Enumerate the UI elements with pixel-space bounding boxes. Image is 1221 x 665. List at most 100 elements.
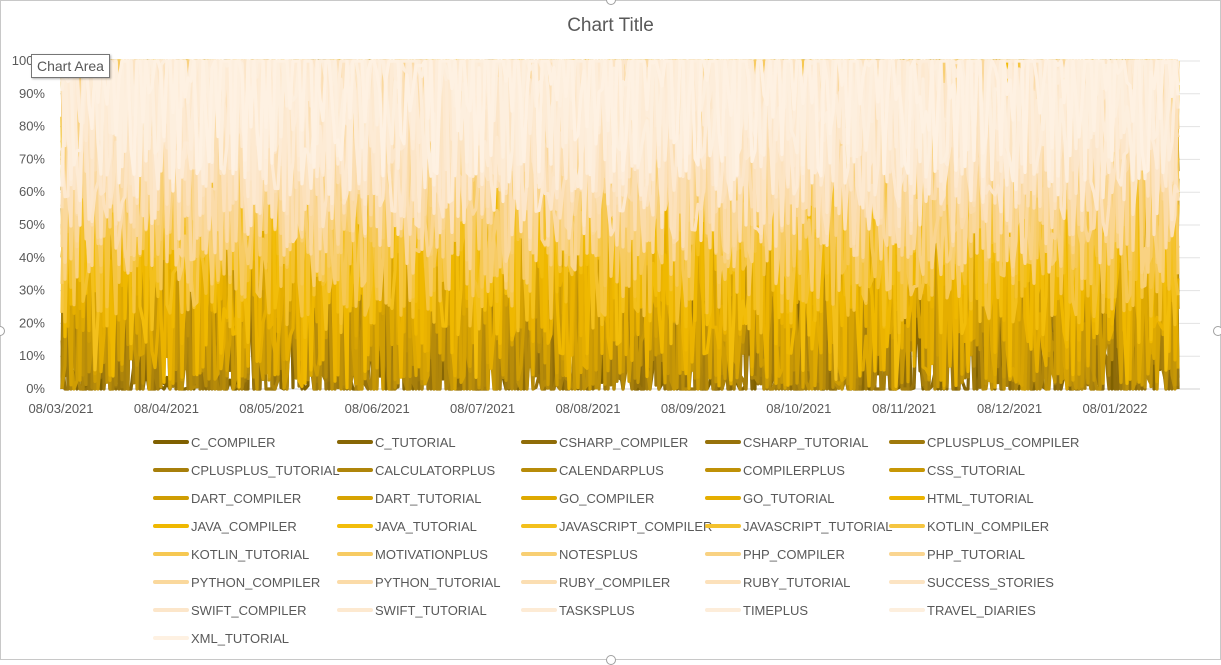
legend-entry[interactable]: DART_TUTORIAL	[337, 489, 481, 507]
x-tick-label: 08/04/2021	[134, 401, 199, 416]
plot-area[interactable]: 0%10%20%30%40%50%60%70%80%90%100% 08/03/…	[0, 0, 1221, 430]
legend-entry[interactable]: SUCCESS_STORIES	[889, 573, 1054, 591]
legend-swatch	[521, 496, 557, 500]
x-tick-label: 08/01/2022	[1082, 401, 1147, 416]
legend-label: SWIFT_COMPILER	[191, 602, 307, 618]
legend-swatch	[521, 552, 557, 556]
legend-entry[interactable]: XML_TUTORIAL	[153, 629, 289, 647]
legend-entry[interactable]: CSS_TUTORIAL	[889, 461, 1025, 479]
legend-label: TIMEPLUS	[743, 602, 809, 618]
legend-entry[interactable]: NOTESPLUS	[521, 545, 638, 563]
legend-swatch	[889, 552, 925, 556]
legend-swatch	[153, 636, 189, 640]
legend-entry[interactable]: TASKSPLUS	[521, 601, 635, 619]
x-tick-label: 08/08/2021	[555, 401, 620, 416]
legend-entry[interactable]: RUBY_COMPILER	[521, 573, 670, 591]
legend-swatch	[521, 468, 557, 472]
legend-entry[interactable]: CALENDARPLUS	[521, 461, 664, 479]
legend-swatch	[153, 468, 189, 472]
x-tick-label: 08/05/2021	[239, 401, 304, 416]
legend-swatch	[889, 440, 925, 444]
legend-entry[interactable]: JAVASCRIPT_TUTORIAL	[705, 517, 893, 535]
x-tick-label: 08/11/2021	[872, 401, 936, 416]
legend-label: PHP_TUTORIAL	[927, 546, 1026, 562]
legend-entry[interactable]: PYTHON_TUTORIAL	[337, 573, 500, 591]
x-tick-label: 08/09/2021	[661, 401, 726, 416]
legend-label: C_TUTORIAL	[375, 434, 456, 450]
legend-entry[interactable]: GO_TUTORIAL	[705, 489, 835, 507]
y-tick-label: 10%	[19, 348, 45, 363]
legend-label: GO_TUTORIAL	[743, 490, 835, 506]
y-tick-label: 70%	[19, 151, 45, 166]
legend-label: JAVA_TUTORIAL	[375, 518, 477, 534]
legend-label: MOTIVATIONPLUS	[375, 546, 488, 562]
legend-entry[interactable]: PHP_COMPILER	[705, 545, 845, 563]
y-tick-label: 20%	[19, 315, 45, 330]
legend-swatch	[153, 580, 189, 584]
legend-swatch	[889, 496, 925, 500]
legend-label: RUBY_TUTORIAL	[743, 574, 851, 590]
legend-entry[interactable]: PYTHON_COMPILER	[153, 573, 320, 591]
legend-entry[interactable]: DART_COMPILER	[153, 489, 301, 507]
legend-label: GO_COMPILER	[559, 490, 655, 506]
legend-entry[interactable]: HTML_TUTORIAL	[889, 489, 1034, 507]
resize-handle-right[interactable]	[1213, 326, 1221, 336]
chart-title[interactable]: Chart Title	[567, 15, 654, 36]
legend-label: NOTESPLUS	[559, 546, 638, 562]
legend-entry[interactable]: JAVASCRIPT_COMPILER	[521, 517, 712, 535]
legend-entry[interactable]: COMPILERPLUS	[705, 461, 845, 479]
legend-swatch	[153, 552, 189, 556]
legend-entry[interactable]: KOTLIN_COMPILER	[889, 517, 1049, 535]
legend-entry[interactable]: MOTIVATIONPLUS	[337, 545, 488, 563]
legend-entry[interactable]: SWIFT_COMPILER	[153, 601, 307, 619]
series-line-xml-tutorial[interactable]	[60, 59, 1180, 178]
legend-swatch	[705, 468, 741, 472]
legend-swatch	[705, 608, 741, 612]
legend-swatch	[521, 440, 557, 444]
legend-label: PHP_COMPILER	[743, 546, 845, 562]
legend-label: KOTLIN_TUTORIAL	[191, 546, 310, 562]
legend-label: C_COMPILER	[191, 434, 276, 450]
y-tick-label: 60%	[19, 184, 45, 199]
legend-entry[interactable]: JAVA_COMPILER	[153, 517, 297, 535]
legend-entry[interactable]: CSHARP_COMPILER	[521, 433, 688, 451]
series-line-java-tutorial[interactable]	[60, 59, 1180, 389]
legend-swatch	[521, 580, 557, 584]
legend-entry[interactable]: JAVA_TUTORIAL	[337, 517, 477, 535]
chart-area-tooltip: Chart Area	[31, 54, 110, 78]
legend-swatch	[705, 524, 741, 528]
legend-label: COMPILERPLUS	[743, 462, 845, 478]
legend-entry[interactable]: C_COMPILER	[153, 433, 276, 451]
legend-swatch	[705, 496, 741, 500]
resize-handle-bottom[interactable]	[606, 655, 616, 665]
legend-entry[interactable]: TRAVEL_DIARIES	[889, 601, 1036, 619]
legend-entry[interactable]: RUBY_TUTORIAL	[705, 573, 850, 591]
legend-label: CPLUSPLUS_COMPILER	[927, 434, 1080, 450]
legend-swatch	[521, 524, 557, 528]
legend-entry[interactable]: CPLUSPLUS_TUTORIAL	[153, 461, 340, 479]
legend-label: CSHARP_TUTORIAL	[743, 434, 869, 450]
legend-entry[interactable]: C_TUTORIAL	[337, 433, 456, 451]
legend-label: SUCCESS_STORIES	[927, 574, 1054, 590]
legend-swatch	[337, 496, 373, 500]
legend-label: PYTHON_COMPILER	[191, 574, 321, 590]
legend-entry[interactable]: TIMEPLUS	[705, 601, 808, 619]
legend-label: JAVASCRIPT_TUTORIAL	[743, 518, 893, 534]
legend-entry[interactable]: SWIFT_TUTORIAL	[337, 601, 487, 619]
legend-swatch	[337, 552, 373, 556]
legend-entry[interactable]: CALCULATORPLUS	[337, 461, 495, 479]
legend-label: CSS_TUTORIAL	[927, 462, 1026, 478]
x-axis-tick-labels: 08/03/2021 08/04/2021 08/05/2021 08/06/2021…	[28, 401, 1147, 416]
legend-swatch	[705, 580, 741, 584]
legend-entry[interactable]: CPLUSPLUS_COMPILER	[889, 433, 1079, 451]
legend-entry[interactable]: GO_COMPILER	[521, 489, 654, 507]
legend-label: TRAVEL_DIARIES	[927, 602, 1036, 618]
legend-entry[interactable]: KOTLIN_TUTORIAL	[153, 545, 309, 563]
y-tick-label: 30%	[19, 283, 45, 298]
y-tick-label: 40%	[19, 250, 45, 265]
legend-entry[interactable]: PHP_TUTORIAL	[889, 545, 1025, 563]
legend-label: HTML_TUTORIAL	[927, 490, 1034, 506]
legend-entry[interactable]: CSHARP_TUTORIAL	[705, 433, 868, 451]
series-lines	[60, 59, 1180, 391]
legend-swatch	[705, 440, 741, 444]
